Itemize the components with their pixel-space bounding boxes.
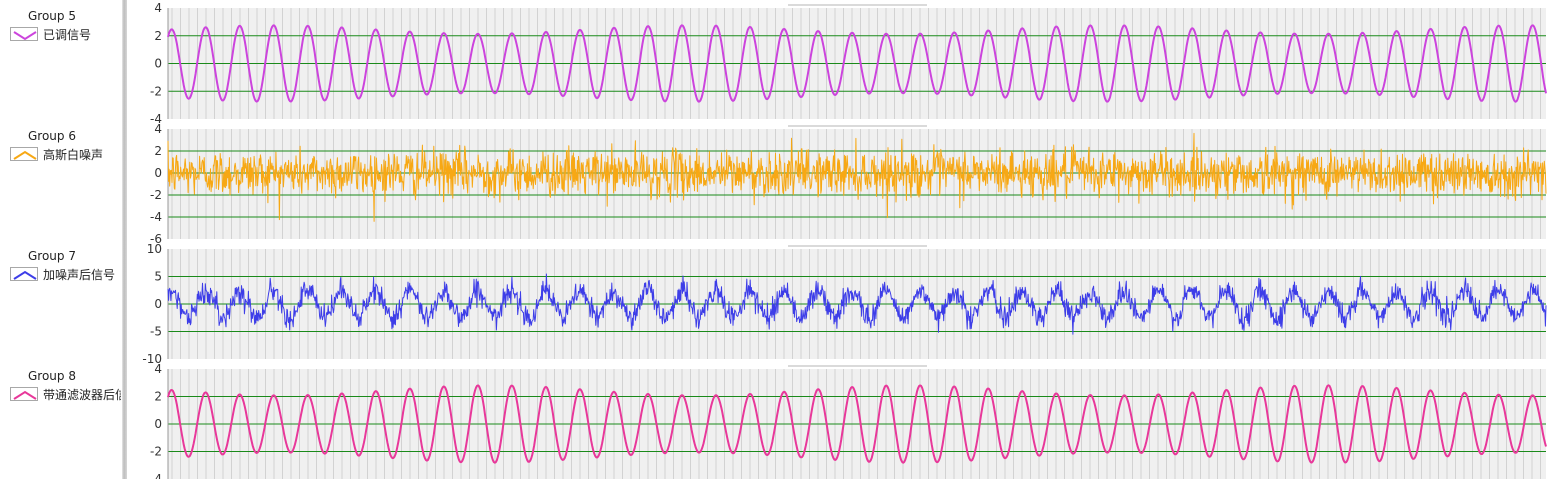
y-tick-label: -2 xyxy=(150,84,162,98)
y-tick-label: -10 xyxy=(142,352,162,366)
y-tick-label: -2 xyxy=(150,445,162,459)
y-tick-label: -4 xyxy=(150,210,162,224)
y-tick-label: 0 xyxy=(154,166,162,180)
series-line-2 xyxy=(167,273,1547,335)
legend-group-7[interactable]: Group 7 加噪声后信号 xyxy=(0,249,122,309)
line-style-swatch-icon[interactable] xyxy=(10,27,38,41)
y-tick-label: 2 xyxy=(154,29,162,43)
y-tick-label: 0 xyxy=(154,417,162,431)
legend-panel: Group 5 已调信号 Group 6 高斯白噪声 Group 7 加噪声后信… xyxy=(0,0,122,479)
y-tick-label: 4 xyxy=(154,362,162,376)
y-tick-label: 0 xyxy=(154,57,162,71)
legend-series-name: 带通滤波器后信号 xyxy=(43,388,121,402)
legend-series-name: 高斯白噪声 xyxy=(43,148,104,162)
series-line-0 xyxy=(167,24,1547,103)
y-tick-label: 2 xyxy=(154,390,162,404)
legend-group-title: Group 5 xyxy=(28,9,76,23)
line-style-swatch-icon[interactable] xyxy=(10,387,38,401)
line-style-swatch-icon[interactable] xyxy=(10,147,38,161)
legend-group-title: Group 7 xyxy=(28,249,76,263)
y-tick-label: -4 xyxy=(150,472,162,479)
legend-group-5[interactable]: Group 5 已调信号 xyxy=(0,9,122,69)
y-tick-label: -4 xyxy=(150,112,162,126)
y-tick-label: 0 xyxy=(154,297,162,311)
series-line-1 xyxy=(167,132,1547,222)
y-tick-label: 4 xyxy=(154,1,162,15)
legend-group-6[interactable]: Group 6 高斯白噪声 xyxy=(0,129,122,189)
waveform-charts: 4 2 0 -2 -4 4 2 0 -2 -4 -6 10 5 0 -5 -10 4 2 0 -2 -4 xyxy=(127,0,1559,479)
line-style-swatch-icon[interactable] xyxy=(10,267,38,281)
y-tick-label: 2 xyxy=(154,144,162,158)
plot-area xyxy=(168,129,1546,239)
series-line-3 xyxy=(167,384,1547,464)
legend-series-name: 加噪声后信号 xyxy=(43,268,116,282)
legend-group-title: Group 8 xyxy=(28,369,76,383)
legend-series-name: 已调信号 xyxy=(43,28,92,42)
y-tick-label: 10 xyxy=(147,242,162,256)
panel-splitter[interactable] xyxy=(122,0,127,479)
y-tick-label: 5 xyxy=(154,270,162,284)
y-tick-label: -5 xyxy=(150,325,162,339)
legend-group-8[interactable]: Group 8 带通滤波器后信号 xyxy=(0,369,122,429)
legend-group-title: Group 6 xyxy=(28,129,76,143)
y-tick-label: -6 xyxy=(150,232,162,246)
y-tick-label: -2 xyxy=(150,188,162,202)
y-tick-label: 4 xyxy=(154,122,162,136)
